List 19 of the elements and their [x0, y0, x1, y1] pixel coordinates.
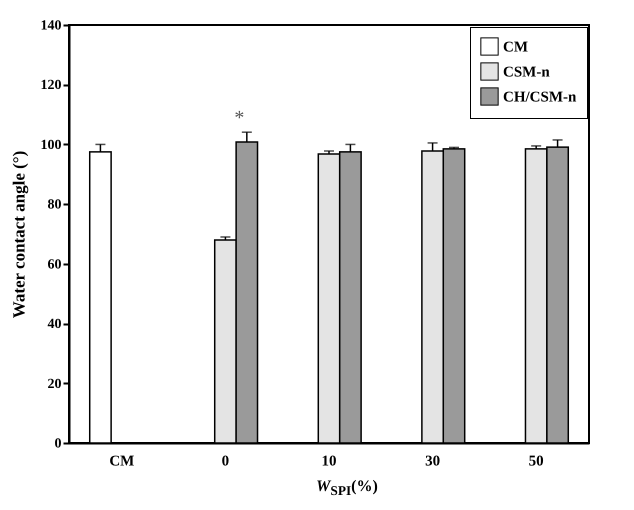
y-axis-title: Water contact angle (°)	[10, 150, 28, 318]
x-axis-title: W$_{SPI}$(%)	[315, 478, 379, 500]
x-tick-label: 50	[528, 454, 544, 470]
y-tick-label: 120	[40, 78, 62, 94]
y-tick-label: 20	[48, 376, 62, 392]
x-tick-label: 10	[322, 454, 336, 470]
y-tick-label: 0	[54, 436, 62, 452]
x-tick-label: 30	[425, 454, 440, 470]
y-tick-label: 100	[40, 138, 62, 153]
y-tick-label: 80	[48, 198, 62, 213]
y-tick-label: 40	[48, 317, 62, 332]
legend-label: CM	[503, 40, 528, 56]
legend-label: CSM-n	[503, 64, 550, 80]
legend-label: CH/CSM-n	[503, 90, 577, 106]
y-tick-label: 60	[48, 257, 62, 272]
y-tick-label: 140	[40, 18, 62, 34]
x-tick-label: CM	[109, 454, 134, 470]
x-tick-label: 0	[222, 454, 230, 470]
annotation: *	[234, 107, 244, 130]
